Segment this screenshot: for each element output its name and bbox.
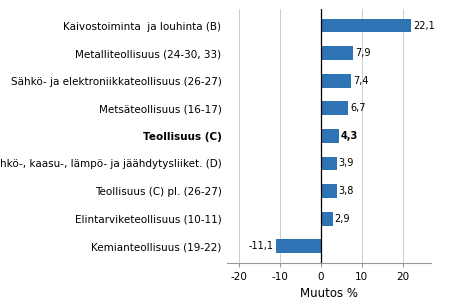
Text: 7,9: 7,9: [355, 48, 370, 58]
Text: 4,3: 4,3: [340, 131, 357, 141]
Bar: [321, 19, 411, 33]
Text: 2,9: 2,9: [335, 214, 350, 223]
Bar: [276, 239, 321, 253]
Bar: [321, 46, 353, 60]
X-axis label: Muutos %: Muutos %: [300, 287, 358, 300]
Text: -11,1: -11,1: [249, 241, 274, 251]
Bar: [321, 156, 337, 170]
Bar: [321, 184, 336, 198]
Bar: [321, 212, 333, 226]
Text: 22,1: 22,1: [413, 21, 434, 31]
Text: 6,7: 6,7: [350, 103, 365, 113]
Bar: [321, 101, 348, 115]
Text: 7,4: 7,4: [353, 76, 368, 86]
Bar: [321, 74, 351, 88]
Text: 3,8: 3,8: [338, 186, 354, 196]
Text: 3,9: 3,9: [339, 159, 354, 169]
Bar: [321, 129, 339, 143]
